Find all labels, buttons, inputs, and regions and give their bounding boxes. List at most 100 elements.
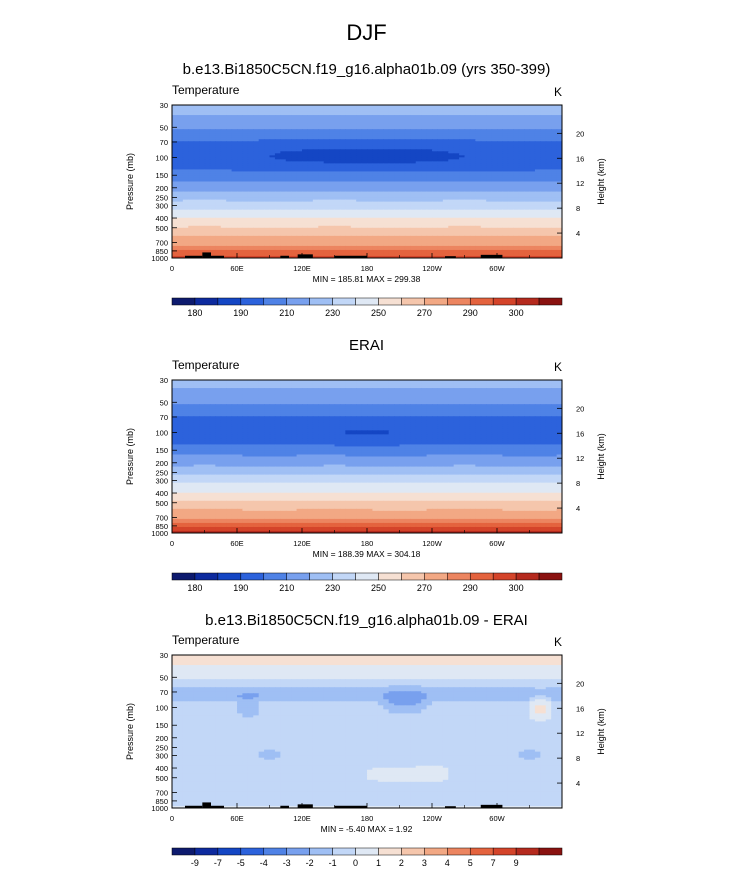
topography-block	[202, 252, 211, 258]
colorbar-label: -9	[191, 858, 199, 868]
colorbar-swatch	[240, 572, 265, 581]
y-tick-label: 850	[155, 797, 168, 806]
colorbar-label: 3	[422, 858, 427, 868]
topography-block	[445, 806, 456, 808]
colorbar-swatch	[217, 847, 242, 856]
height-axis-label: Height (km)	[596, 708, 606, 755]
colorbar-label: 0	[353, 858, 358, 868]
min-max-stats: MIN = 188.39 MAX = 304.18	[313, 549, 421, 559]
y-tick-label: 500	[155, 774, 168, 783]
colorbar-label: -4	[260, 858, 268, 868]
topography-block	[480, 804, 503, 808]
y-tick-label: 100	[155, 704, 168, 713]
height-tick-label: 12	[576, 729, 584, 738]
panel-1: b.e13.Bi1850C5CN.f19_g16.alpha01b.09 (yr…	[125, 61, 606, 318]
variable-label: Temperature	[172, 358, 240, 372]
x-tick-label: 120E	[293, 814, 311, 823]
colorbar-label: -7	[214, 858, 222, 868]
colorbar-swatch	[492, 572, 517, 581]
y-tick-label: 700	[155, 238, 168, 247]
y-tick-label: 250	[155, 469, 168, 478]
colorbar-swatch	[355, 572, 379, 581]
height-tick-label: 4	[576, 779, 580, 788]
height-tick-label: 20	[576, 129, 584, 138]
x-tick-label: 60E	[230, 539, 243, 548]
colorbar-label: -1	[329, 858, 337, 868]
y-tick-label: 1000	[151, 804, 168, 813]
variable-label: Temperature	[172, 83, 240, 97]
colorbar-swatch	[515, 297, 540, 306]
colorbar-swatch	[171, 297, 196, 306]
y-tick-label: 150	[155, 171, 168, 180]
y-tick-label: 850	[155, 247, 168, 256]
x-tick-label: 0	[170, 264, 174, 273]
topography-block	[445, 256, 456, 258]
y-axis-label: Pressure (mb)	[125, 703, 135, 760]
x-tick-label: 180	[361, 539, 374, 548]
x-tick-label: 120E	[293, 264, 311, 273]
colorbar-label: 190	[233, 308, 248, 318]
panel-3: b.e13.Bi1850C5CN.f19_g16.alpha01b.09 - E…	[125, 612, 606, 868]
y-tick-label: 100	[155, 429, 168, 438]
panel-title: ERAI	[349, 337, 384, 354]
colorbar-swatch	[492, 297, 517, 306]
colorbar-swatch	[538, 847, 563, 856]
panel-title: b.e13.Bi1850C5CN.f19_g16.alpha01b.09 (yr…	[183, 61, 551, 78]
colorbar-label: 7	[491, 858, 496, 868]
y-tick-label: 500	[155, 499, 168, 508]
colorbar-swatch	[240, 847, 265, 856]
y-tick-label: 70	[160, 413, 168, 422]
colorbar-swatch	[378, 297, 402, 306]
colorbar-label: 180	[187, 583, 202, 593]
figure-title: DJF	[346, 20, 387, 45]
y-tick-label: 300	[155, 201, 168, 210]
colorbar-label: 250	[371, 583, 386, 593]
topography-block	[280, 255, 289, 258]
min-max-stats: MIN = -5.40 MAX = 1.92	[321, 824, 413, 834]
x-tick-label: 180	[361, 814, 374, 823]
min-max-stats: MIN = 185.81 MAX = 299.38	[313, 274, 421, 284]
y-tick-label: 250	[155, 194, 168, 203]
colorbar-label: 300	[509, 583, 524, 593]
y-tick-label: 200	[155, 184, 168, 193]
colorbar-swatch	[194, 297, 219, 306]
colorbar-swatch	[286, 572, 310, 581]
colorbar-label: 300	[509, 308, 524, 318]
colorbar-swatch	[194, 847, 219, 856]
y-tick-label: 400	[155, 214, 168, 223]
colorbar-label: 290	[463, 583, 478, 593]
y-tick-label: 150	[155, 721, 168, 730]
colorbar-label: -2	[306, 858, 314, 868]
y-tick-label: 30	[160, 376, 168, 385]
y-tick-label: 50	[160, 123, 168, 132]
colorbar-swatch	[401, 297, 425, 306]
colorbar-swatch	[401, 847, 425, 856]
colorbar-swatch	[263, 847, 287, 856]
topography-block	[334, 805, 367, 808]
units-label: K	[554, 360, 562, 374]
y-tick-label: 50	[160, 673, 168, 682]
y-tick-label: 70	[160, 688, 168, 697]
colorbar-swatch	[538, 572, 563, 581]
colorbar-label: 210	[279, 308, 294, 318]
colorbar-swatch	[171, 847, 196, 856]
colorbar-swatch	[217, 297, 242, 306]
colorbar-label: 230	[325, 308, 340, 318]
colorbar-label: 230	[325, 583, 340, 593]
y-tick-label: 300	[155, 751, 168, 760]
colorbar-swatch	[424, 572, 448, 581]
y-tick-label: 500	[155, 224, 168, 233]
colorbar: -9 -7 -5 -4 -3 -2 -1 0 1 2 3 4 5 7 9	[171, 847, 563, 868]
contour-field	[172, 105, 562, 258]
x-tick-label: 60W	[489, 264, 505, 273]
units-label: K	[554, 85, 562, 99]
topography-block	[185, 805, 203, 808]
colorbar-swatch	[263, 297, 287, 306]
contour-field	[172, 380, 562, 533]
y-tick-label: 400	[155, 489, 168, 498]
x-tick-label: 60E	[230, 814, 243, 823]
colorbar-swatch	[332, 572, 356, 581]
y-tick-label: 30	[160, 651, 168, 660]
x-tick-label: 60E	[230, 264, 243, 273]
colorbar-swatch	[309, 847, 333, 856]
